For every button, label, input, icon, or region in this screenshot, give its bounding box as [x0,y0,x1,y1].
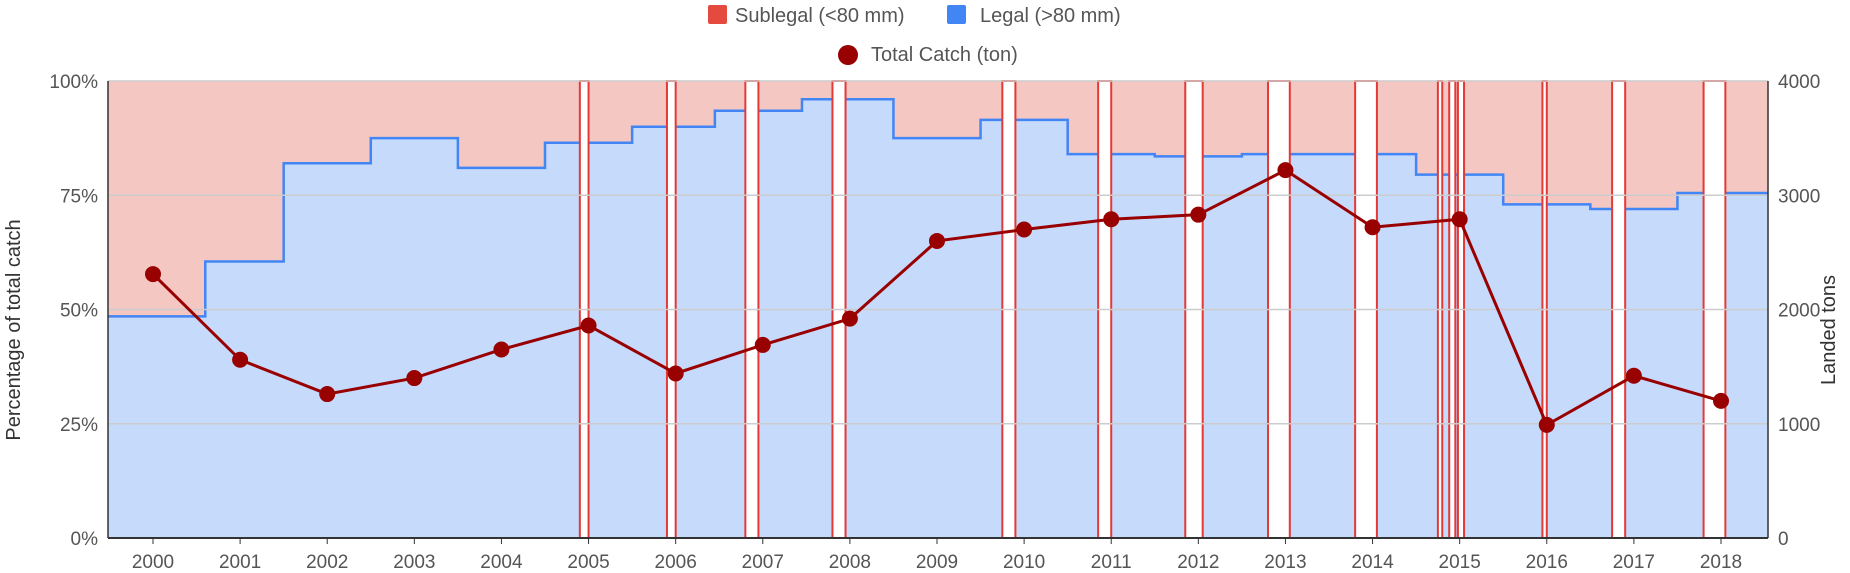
total-catch-point [1016,221,1033,238]
legal-area-layer [108,98,1768,538]
legend-marker-total-catch [838,45,858,65]
x-tick-label: 2015 [1439,552,1481,573]
legend-label-legal: Legal (>80 mm) [980,5,1121,27]
legal-area [108,99,1768,538]
right-tick-label: 1000 [1778,415,1820,436]
legend: Sublegal (<80 mm) Legal (>80 mm) Total C… [708,5,1121,66]
total-catch-point [1277,162,1294,179]
total-catch-point [1103,211,1120,228]
x-tick-label: 2004 [480,552,523,573]
x-tick-label: 2001 [219,552,261,573]
total-catch-point [667,365,684,382]
x-axis: 2000 2001 2002 2003 2004 2005 2006 2007 2008 2009… [108,537,1768,573]
left-tick-label: 75% [60,186,98,207]
total-catch-point [1538,416,1555,433]
right-axis-title: Landed tons [1818,275,1840,385]
total-catch-series [145,162,1729,433]
x-tick-label: 2017 [1613,552,1655,573]
x-tick-label: 2010 [1003,552,1045,573]
x-tick-label: 2003 [393,552,435,573]
total-catch-point [1713,392,1729,409]
legend-label-total-catch: Total Catch (ton) [871,44,1018,66]
total-catch-point [754,336,771,353]
total-catch-point [493,341,510,358]
left-axis-title: Percentage of total catch [3,219,25,440]
x-tick-label: 2013 [1264,552,1306,573]
x-tick-label: 2005 [567,552,609,573]
x-tick-label: 2002 [306,552,348,573]
total-catch-point [406,370,423,387]
x-tick-label: 2006 [655,552,697,573]
left-tick-label: 0% [71,529,99,550]
right-tick-label: 4000 [1778,72,1820,93]
left-tick-label: 50% [60,301,98,322]
right-axis: 0 1000 2000 3000 4000 [1767,72,1820,550]
left-tick-label: 100% [49,72,98,93]
x-tick-label: 2011 [1091,552,1132,573]
legend-swatch-sublegal [708,5,727,24]
total-catch-point [232,351,249,368]
legend-swatch-legal [947,5,966,24]
total-catch-point [1451,211,1468,228]
total-catch-point [580,317,597,334]
left-axis: 0% 25% 50% 75% 100% [49,72,109,550]
gridlines [108,80,1768,425]
right-tick-label: 0 [1778,529,1789,550]
total-catch-point [145,266,161,283]
x-tick-label: 2000 [132,552,174,573]
right-tick-label: 3000 [1778,186,1820,207]
x-tick-label: 2014 [1351,552,1394,573]
left-tick-label: 25% [60,415,98,436]
right-tick-label: 2000 [1778,301,1820,322]
legal-step-line [108,98,1768,318]
total-catch-point [1190,206,1207,223]
total-catch-point [929,232,945,249]
total-catch-point [1625,367,1642,384]
x-tick-label: 2018 [1700,552,1742,573]
total-catch-point [319,386,336,403]
legend-label-sublegal: Sublegal (<80 mm) [735,5,905,27]
x-tick-label: 2007 [742,552,784,573]
total-catch-point [1364,219,1381,236]
total-catch-point [841,310,858,327]
x-tick-label: 2016 [1526,552,1568,573]
x-tick-label: 2009 [916,552,958,573]
x-tick-label: 2012 [1177,552,1219,573]
x-tick-label: 2008 [829,552,871,573]
